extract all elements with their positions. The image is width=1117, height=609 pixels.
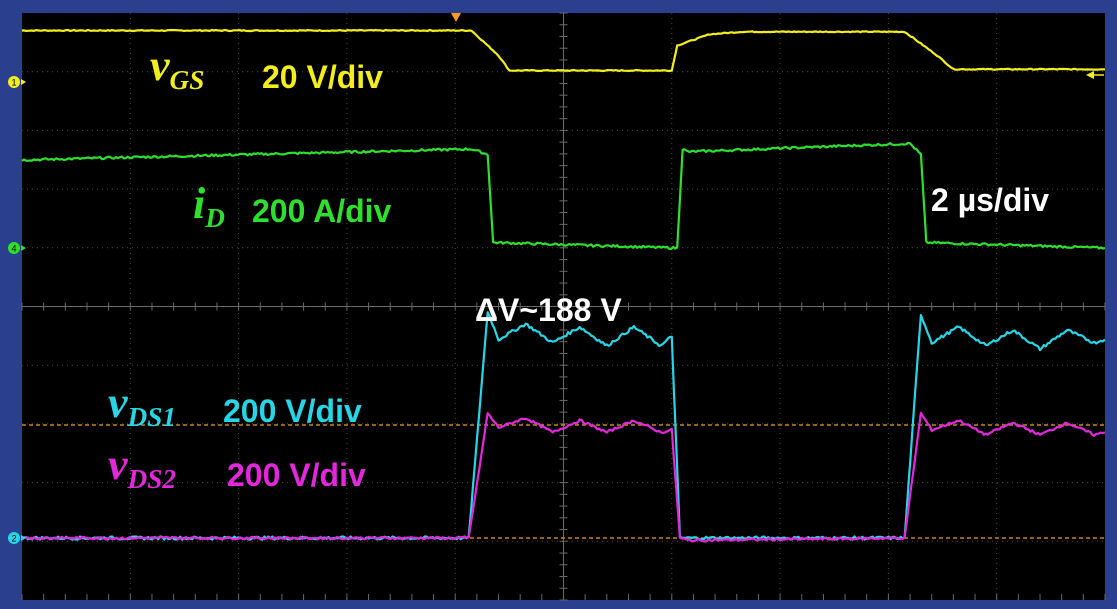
- channel-marker-4: [8, 242, 20, 254]
- channel-marker-2: [8, 532, 20, 544]
- vds2-symbol-sub: DS2: [127, 463, 177, 494]
- vds1-symbol: vDS1: [108, 378, 176, 431]
- vgs-symbol: vGS: [150, 41, 204, 94]
- delta-v-annotation: ΔV~188 V: [475, 292, 622, 328]
- trigger-level-arrow-icon: [1086, 71, 1094, 79]
- trace-id: [21, 141, 1106, 250]
- id-symbol: iD: [193, 179, 225, 232]
- channel-marker-arrow: [21, 245, 26, 251]
- vds2-scale-label: 200 V/div: [227, 457, 366, 493]
- time-scale-label: 2 µs/div: [931, 182, 1050, 218]
- id-symbol-sub: D: [205, 202, 225, 233]
- trace-vds2: [21, 411, 1106, 543]
- vgs-scale-label: 20 V/div: [262, 59, 383, 95]
- id-scale-label: 200 A/div: [252, 193, 392, 229]
- vds2-symbol: vDS2: [108, 440, 176, 493]
- vds2-symbol-v: v: [108, 440, 128, 489]
- channel-marker-1: [8, 76, 20, 88]
- vds1-scale-label: 200 V/div: [223, 393, 362, 429]
- vds1-symbol-v: v: [108, 378, 128, 427]
- channel-marker-arrow: [21, 535, 26, 541]
- channel-marker-arrow: [21, 79, 26, 85]
- vgs-symbol-v: v: [150, 41, 170, 90]
- channel-marker-label: 1: [11, 78, 16, 88]
- vds1-symbol-sub: DS1: [127, 401, 177, 432]
- channel-marker-label: 4: [11, 244, 16, 254]
- trigger-marker-icon: [451, 13, 461, 22]
- trace-vgs: [21, 28, 1106, 73]
- channel-marker-label: 2: [11, 534, 16, 544]
- vgs-symbol-sub: GS: [169, 64, 205, 95]
- id-symbol-i: i: [193, 179, 206, 228]
